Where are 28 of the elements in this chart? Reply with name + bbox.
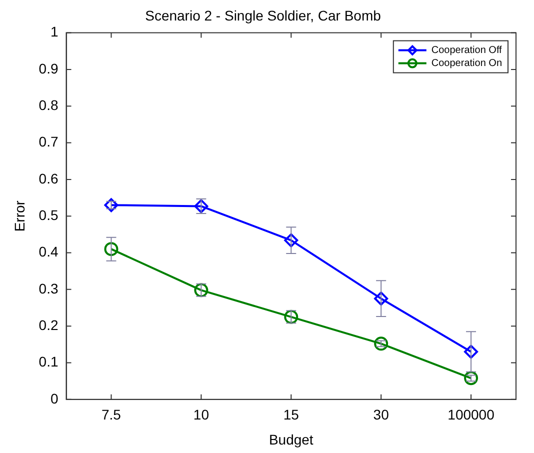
x-tick-label: 10: [193, 406, 210, 423]
y-tick-label: 0.7: [38, 134, 58, 150]
y-tick-label: 0.6: [38, 170, 58, 186]
point: [284, 233, 298, 248]
x-axis-title: Budget: [268, 431, 314, 448]
x-tick-label: 15: [283, 406, 300, 423]
point: [464, 344, 478, 359]
point: [104, 198, 118, 212]
point: [104, 242, 118, 256]
y-tick-label: 0.3: [38, 280, 58, 296]
y-tick-label: 0.5: [38, 206, 58, 223]
y-axis-title: Error: [11, 200, 28, 232]
y-tick-label: 1: [50, 24, 58, 40]
legend-label: Cooperation On: [431, 58, 502, 70]
x-tick-label: 7.5: [102, 406, 122, 423]
x-tick-label: 100000: [448, 406, 495, 423]
point: [464, 371, 478, 386]
point: [374, 292, 388, 306]
y-tick-label: 0.8: [38, 96, 58, 113]
y-tick-label: 0.4: [38, 244, 58, 260]
chart-title: Scenario 2 - Single Soldier, Car Bomb: [145, 7, 382, 24]
x-tick-label: 30: [373, 406, 390, 423]
y-tick-label: 0.2: [38, 316, 58, 333]
point: [374, 336, 388, 351]
y-tick-label: 0: [50, 390, 58, 406]
legend-label: Cooperation Off: [431, 45, 502, 56]
y-tick-label: 0.1: [38, 354, 58, 370]
y-tick-label: 0.9: [38, 60, 58, 76]
